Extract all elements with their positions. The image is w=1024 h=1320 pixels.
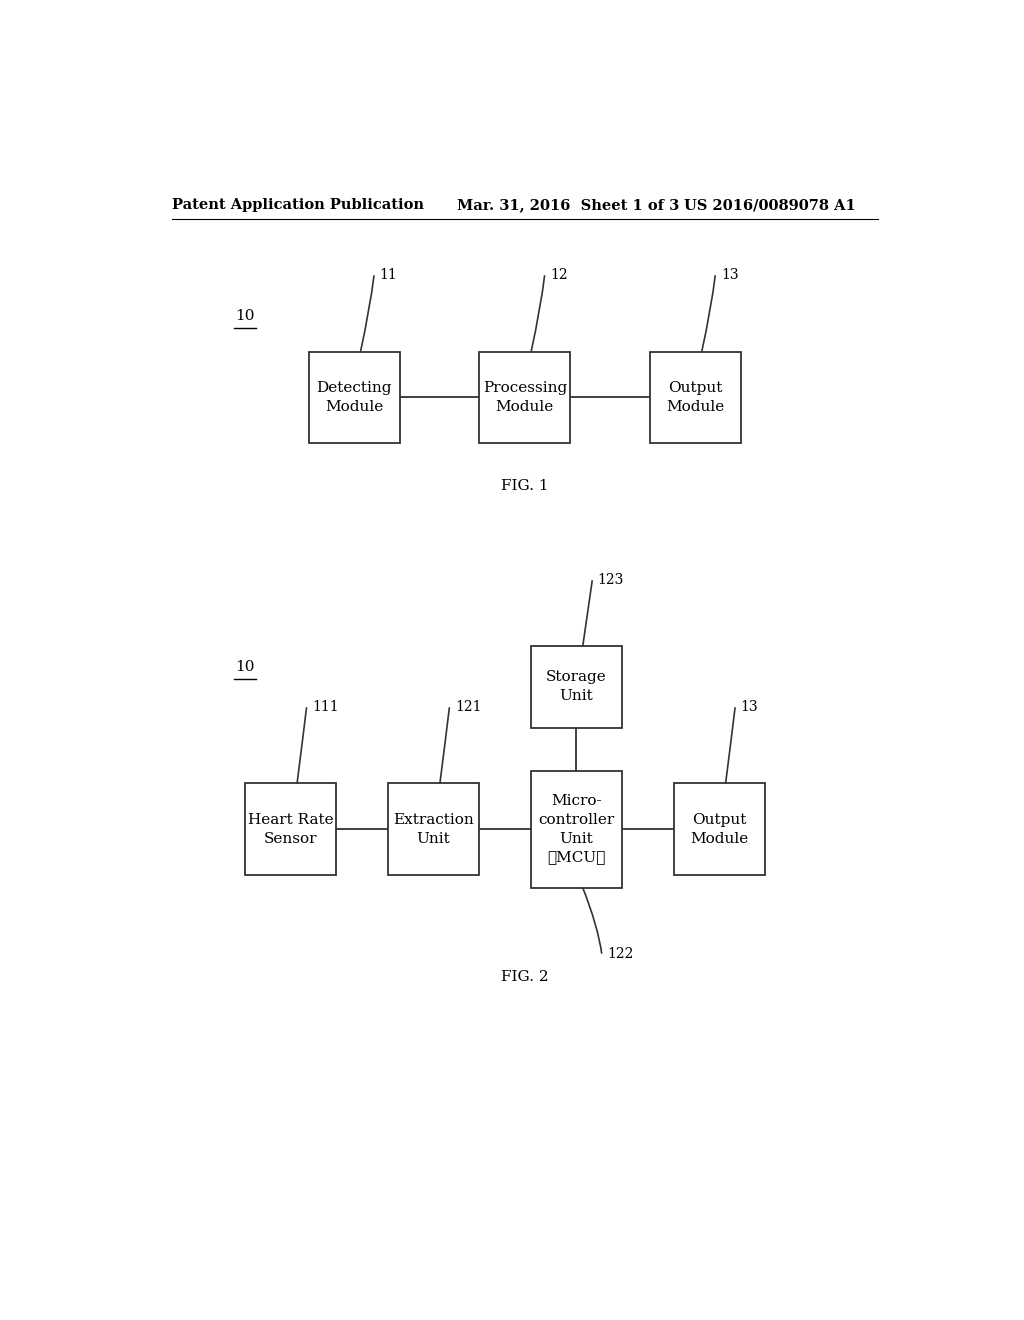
Text: 13: 13 [721, 268, 738, 282]
Bar [530, 771, 622, 887]
Text: Storage
Unit: Storage Unit [546, 671, 607, 704]
Bar [674, 784, 765, 875]
Text: 10: 10 [236, 309, 255, 323]
Bar [479, 351, 570, 444]
Text: 13: 13 [740, 700, 759, 714]
Text: FIG. 1: FIG. 1 [501, 479, 549, 492]
Text: 111: 111 [312, 700, 339, 714]
Text: US 2016/0089078 A1: US 2016/0089078 A1 [684, 198, 855, 213]
Text: 12: 12 [550, 268, 568, 282]
Text: Extraction
Unit: Extraction Unit [393, 813, 474, 846]
Text: 123: 123 [598, 573, 625, 587]
Bar [650, 351, 741, 444]
Text: 122: 122 [607, 946, 634, 961]
Text: FIG. 2: FIG. 2 [501, 970, 549, 983]
Text: Output
Module: Output Module [667, 380, 725, 413]
Bar [530, 647, 622, 727]
Text: 10: 10 [236, 660, 255, 673]
Text: Patent Application Publication: Patent Application Publication [172, 198, 424, 213]
Text: 121: 121 [455, 700, 481, 714]
Bar [245, 784, 336, 875]
Text: Mar. 31, 2016  Sheet 1 of 3: Mar. 31, 2016 Sheet 1 of 3 [458, 198, 680, 213]
Text: Output
Module: Output Module [690, 813, 749, 846]
Text: Micro-
controller
Unit
（MCU）: Micro- controller Unit （MCU） [539, 793, 614, 865]
Bar [308, 351, 399, 444]
Text: Detecting
Module: Detecting Module [316, 380, 392, 413]
Text: 11: 11 [380, 268, 397, 282]
Text: Heart Rate
Sensor: Heart Rate Sensor [248, 813, 334, 846]
Text: Processing
Module: Processing Module [482, 380, 567, 413]
Bar [388, 784, 479, 875]
